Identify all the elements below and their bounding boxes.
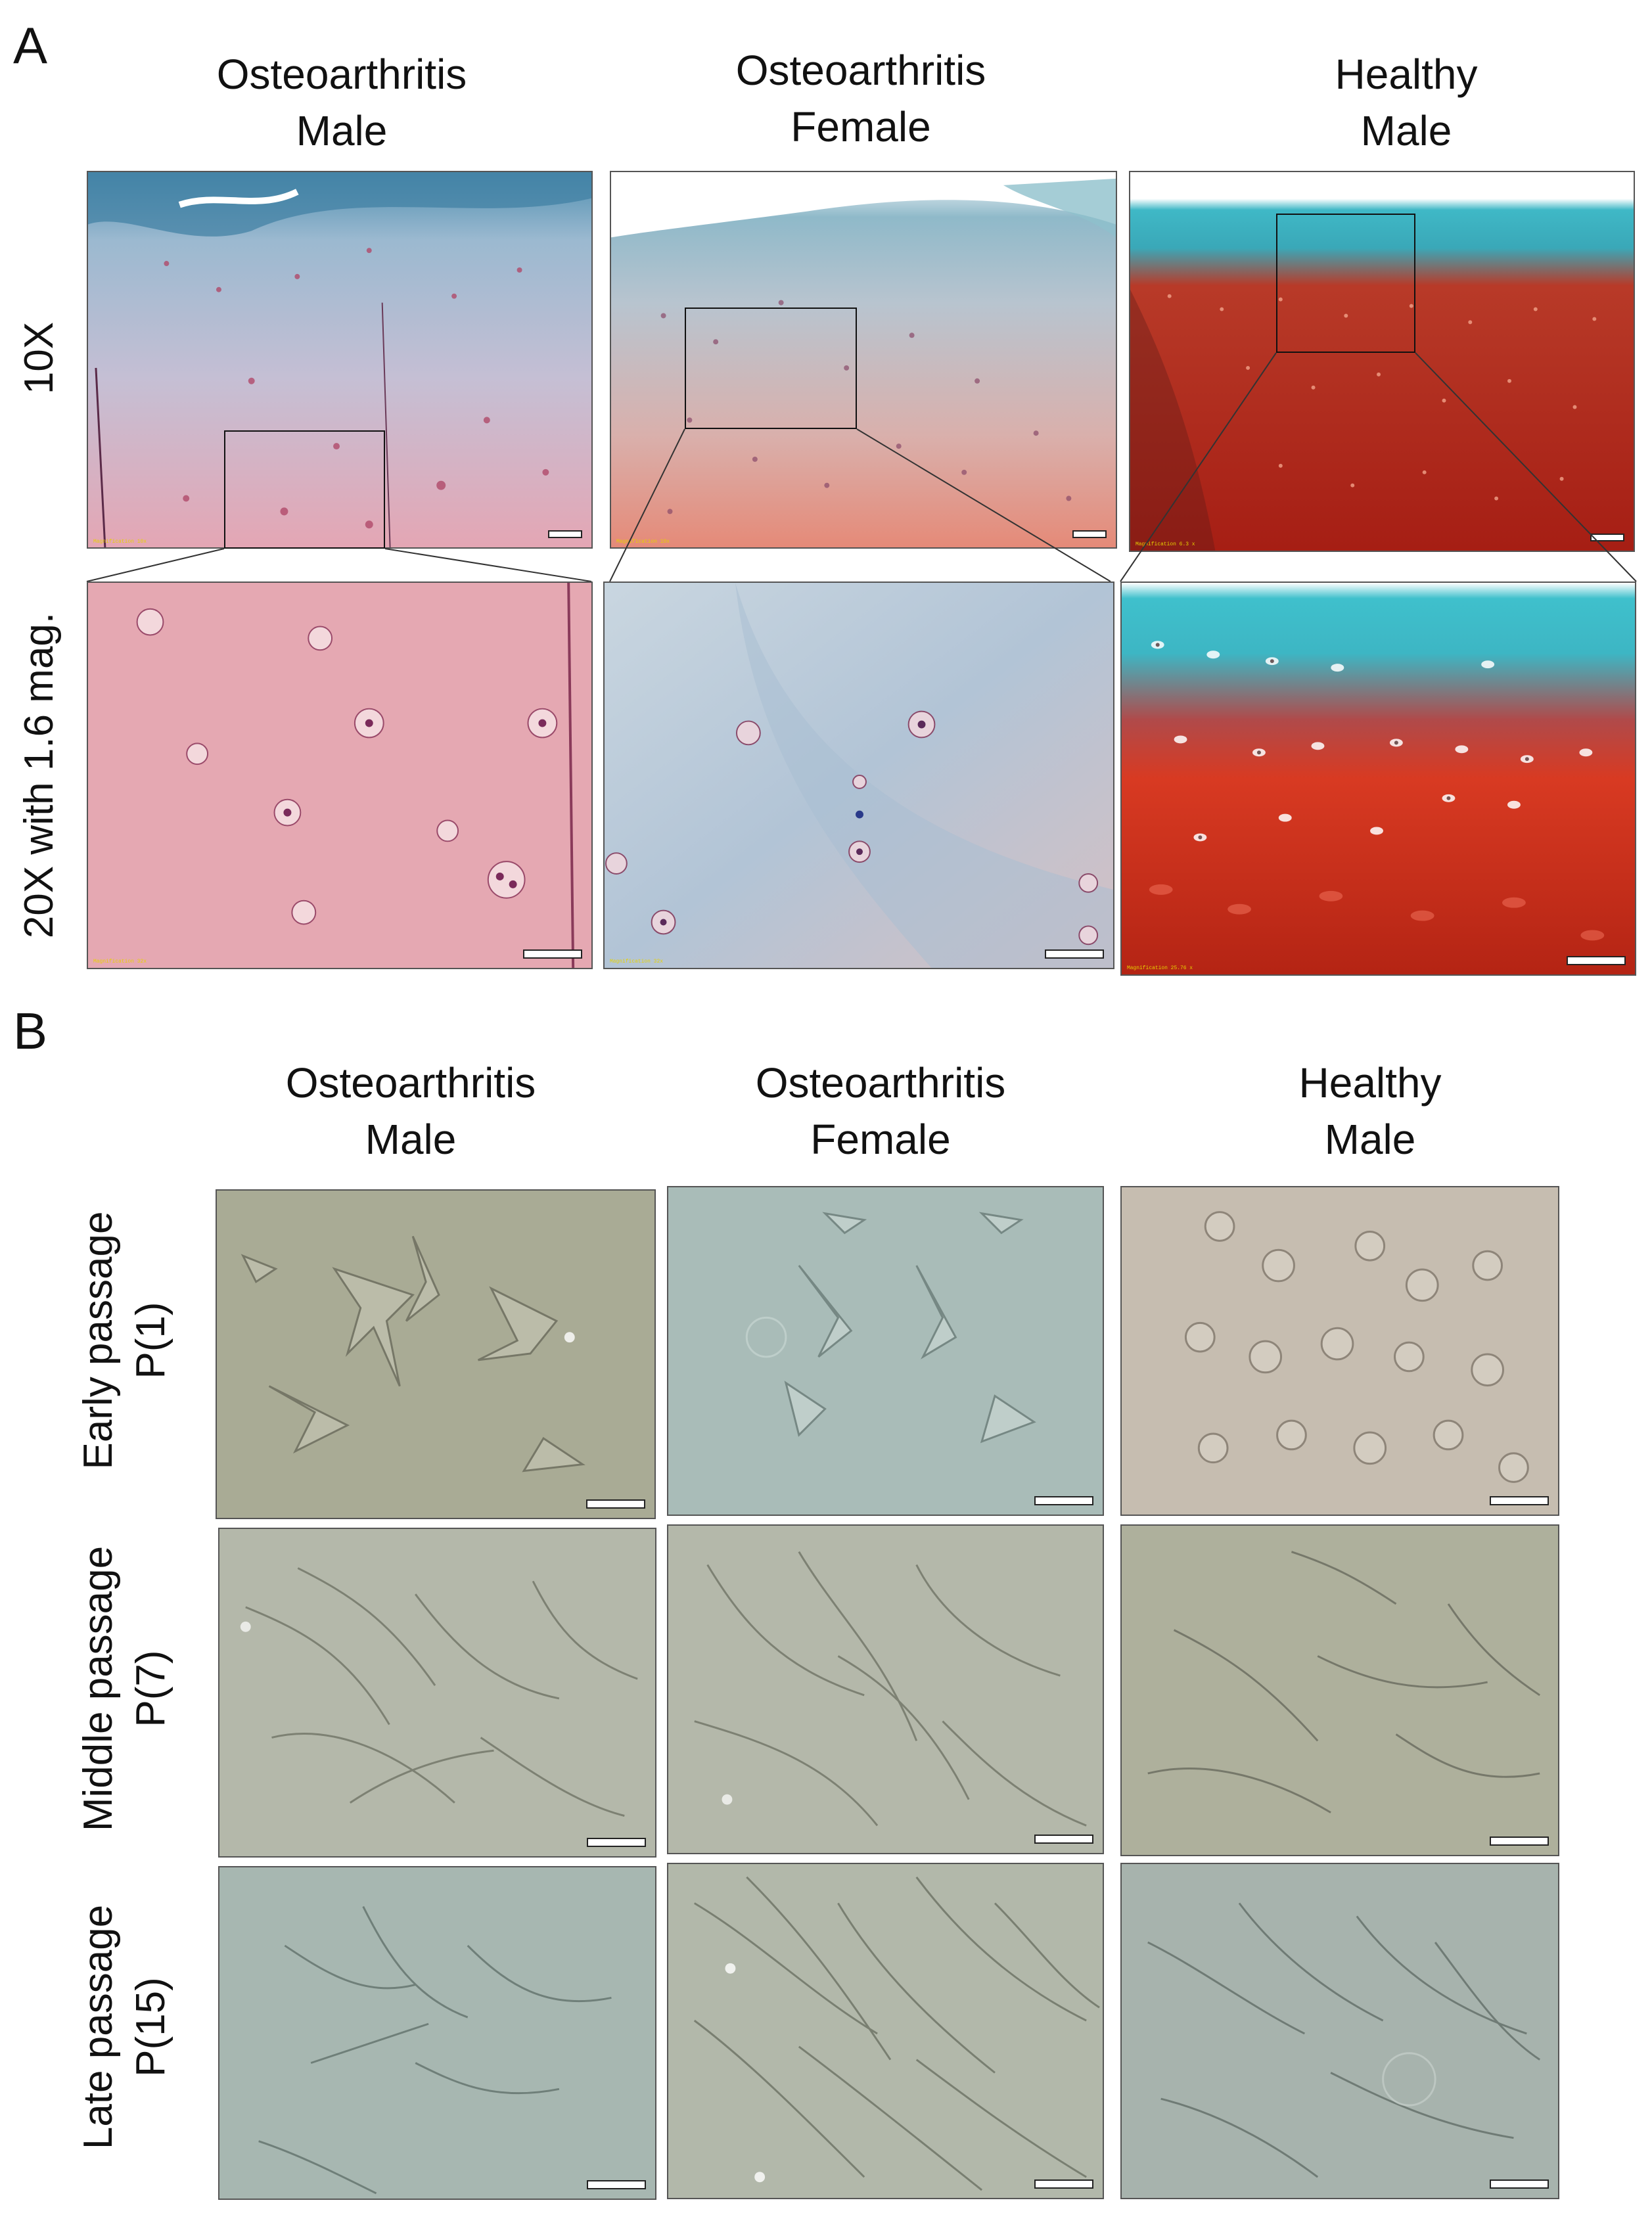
scale-bar — [1072, 530, 1107, 538]
culture-healthy-male-p1 — [1120, 1186, 1559, 1516]
panel-b-col-title-1: Osteoarthritis Male — [260, 1055, 562, 1168]
row-late-line1: Late passage — [76, 1904, 121, 2150]
panel-a-col-title-3: Healthy Male — [1255, 46, 1557, 159]
culture-oa-male-p7 — [218, 1528, 656, 1858]
histology-oa-male-20x: Magnification 32x — [87, 582, 593, 969]
panel-b-col2-line2: Female — [810, 1116, 951, 1163]
panel-b-col-title-2: Osteoarthritis Female — [729, 1055, 1032, 1168]
culture-oa-female-p1 — [667, 1186, 1104, 1516]
panel-b-col1-line2: Male — [365, 1116, 457, 1163]
svg-text:Magnification 25.76 x: Magnification 25.76 x — [1127, 965, 1193, 971]
scale-bar — [586, 1499, 645, 1509]
scale-bar — [548, 530, 582, 538]
culture-oa-male-p15 — [218, 1866, 656, 2200]
scale-bar — [1590, 534, 1624, 541]
panel-a-col1-line2: Male — [296, 107, 388, 154]
panel-b-col2-line1: Osteoarthritis — [755, 1059, 1006, 1106]
panel-a-col-title-2: Osteoarthritis Female — [710, 42, 1012, 155]
histology-healthy-male-20x: Magnification 25.76 x — [1120, 582, 1636, 976]
panel-a-letter: A — [13, 16, 48, 74]
scale-bar — [1034, 1835, 1093, 1844]
zoom-region-oa-male — [224, 430, 385, 549]
panel-b-col1-line1: Osteoarthritis — [285, 1059, 536, 1106]
culture-healthy-male-p15 — [1120, 1863, 1559, 2199]
scale-bar — [1490, 1837, 1549, 1846]
panel-a-row-label-10x: 10X — [16, 321, 62, 395]
svg-text:Magnification 10x: Magnification 10x — [616, 539, 670, 545]
culture-oa-male-p1 — [216, 1189, 656, 1519]
svg-text:Magnification 32x: Magnification 32x — [610, 959, 663, 965]
panel-b-col3-line2: Male — [1324, 1116, 1416, 1163]
panel-a-row-label-20x: 20X with 1.6 mag. — [16, 612, 62, 939]
row-middle-line2: P(7) — [128, 1650, 173, 1727]
culture-oa-female-p15 — [667, 1863, 1104, 2199]
scale-bar — [1045, 949, 1104, 959]
svg-text:Magnification 32x: Magnification 32x — [93, 959, 147, 965]
culture-oa-female-p7 — [667, 1524, 1104, 1854]
scale-bar — [523, 949, 582, 959]
row-middle-line1: Middle passage — [76, 1545, 121, 1832]
panel-b-row-label-late: Late passage P(15) — [72, 1905, 177, 2149]
panel-b-row-label-early: Early passage P(1) — [72, 1212, 177, 1470]
scale-bar — [587, 2180, 646, 2189]
row-early-line1: Early passage — [76, 1211, 121, 1470]
zoom-region-oa-female — [685, 308, 857, 429]
panel-a-col3-line1: Healthy — [1335, 51, 1478, 98]
scale-bar — [1490, 1496, 1549, 1505]
row-early-line2: P(1) — [128, 1302, 173, 1379]
zoom-region-healthy-male — [1276, 214, 1415, 353]
panel-a-col1-line1: Osteoarthritis — [216, 51, 467, 98]
panel-b-col-title-3: Healthy Male — [1219, 1055, 1521, 1168]
panel-a-col2-line1: Osteoarthritis — [735, 47, 986, 94]
panel-a-col2-line2: Female — [791, 103, 931, 150]
svg-text:Magnification 10x: Magnification 10x — [93, 539, 147, 545]
histology-oa-female-20x: Magnification 32x — [603, 582, 1114, 969]
panel-a-col-title-1: Osteoarthritis Male — [191, 46, 493, 159]
row-late-line2: P(15) — [128, 1977, 173, 2077]
panel-b-letter: B — [13, 1002, 48, 1060]
scale-bar — [1490, 2179, 1549, 2189]
scale-bar — [1034, 2179, 1093, 2189]
panel-a-col3-line2: Male — [1360, 107, 1452, 154]
scale-bar — [1567, 956, 1626, 965]
culture-healthy-male-p7 — [1120, 1524, 1559, 1856]
scale-bar — [1034, 1496, 1093, 1505]
panel-b-col3-line1: Healthy — [1298, 1059, 1442, 1106]
histology-oa-male-10x: Magnification 10x — [87, 171, 593, 549]
svg-text:Magnification 6.3 x: Magnification 6.3 x — [1136, 541, 1195, 547]
panel-b-row-label-middle: Middle passage P(7) — [72, 1546, 177, 1831]
scale-bar — [587, 1838, 646, 1847]
